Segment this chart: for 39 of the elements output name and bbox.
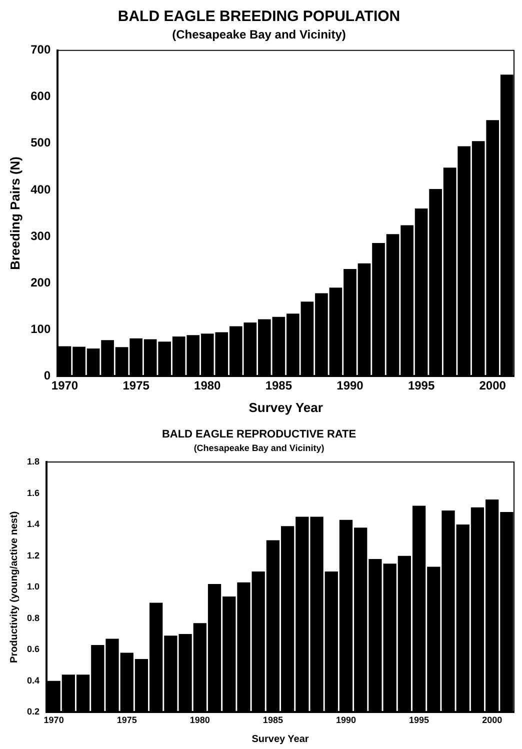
x-tick-label: 2000 — [479, 378, 506, 393]
y-tick-label: 600 — [30, 89, 51, 104]
y-tick-label: 100 — [30, 322, 51, 336]
x-tick-label: 1985 — [262, 715, 283, 726]
y-tick-label: 400 — [30, 182, 51, 196]
y-tick-label: 1.8 — [26, 456, 40, 466]
y-tick-label: 1.0 — [26, 582, 40, 592]
chart-subtitle: (Chesapeake Bay and Vicinity) — [194, 443, 324, 454]
chart-title: BALD EAGLE REPRODUCTIVE RATE — [162, 428, 356, 441]
chart-subtitle: (Chesapeake Bay and Vicinity) — [172, 28, 346, 42]
y-tick-label: 200 — [30, 275, 51, 290]
y-tick-label: 300 — [30, 228, 51, 243]
x-tick-label: 1975 — [116, 715, 137, 726]
x-tick-label: 1980 — [190, 715, 210, 726]
y-tick-label: 0.6 — [26, 644, 40, 654]
x-tick-label: 1990 — [336, 715, 356, 726]
chart-title: BALD EAGLE BREEDING POPULATION — [118, 8, 400, 26]
x-tick-label: 1990 — [336, 378, 364, 393]
x-tick-label: 1975 — [122, 378, 150, 393]
y-tick-label: 0 — [44, 368, 51, 382]
y-axis-title: Breeding Pairs (N) — [7, 156, 22, 270]
y-tick-label: 0.2 — [26, 706, 40, 717]
x-tick-label: 1970 — [44, 715, 64, 726]
x-tick-label: 1995 — [409, 715, 430, 726]
y-tick-label: 0.8 — [26, 612, 40, 623]
x-axis-title: Survey Year — [252, 734, 309, 745]
x-axis-title: Survey Year — [248, 400, 323, 415]
y-axis-title: Productivity (young/active nest) — [8, 511, 20, 663]
x-tick-label: 1995 — [408, 378, 435, 393]
x-tick-label: 1985 — [265, 378, 292, 393]
x-tick-label: 2000 — [482, 715, 502, 726]
y-tick-label: 700 — [30, 42, 51, 57]
y-tick-label: 0.4 — [26, 675, 40, 686]
y-tick-label: 1.2 — [26, 550, 40, 560]
x-tick-label: 1970 — [51, 378, 78, 393]
y-tick-label: 500 — [30, 136, 51, 150]
y-tick-label: 1.4 — [26, 519, 40, 530]
y-tick-label: 1.6 — [26, 488, 40, 498]
x-tick-label: 1980 — [194, 378, 222, 393]
